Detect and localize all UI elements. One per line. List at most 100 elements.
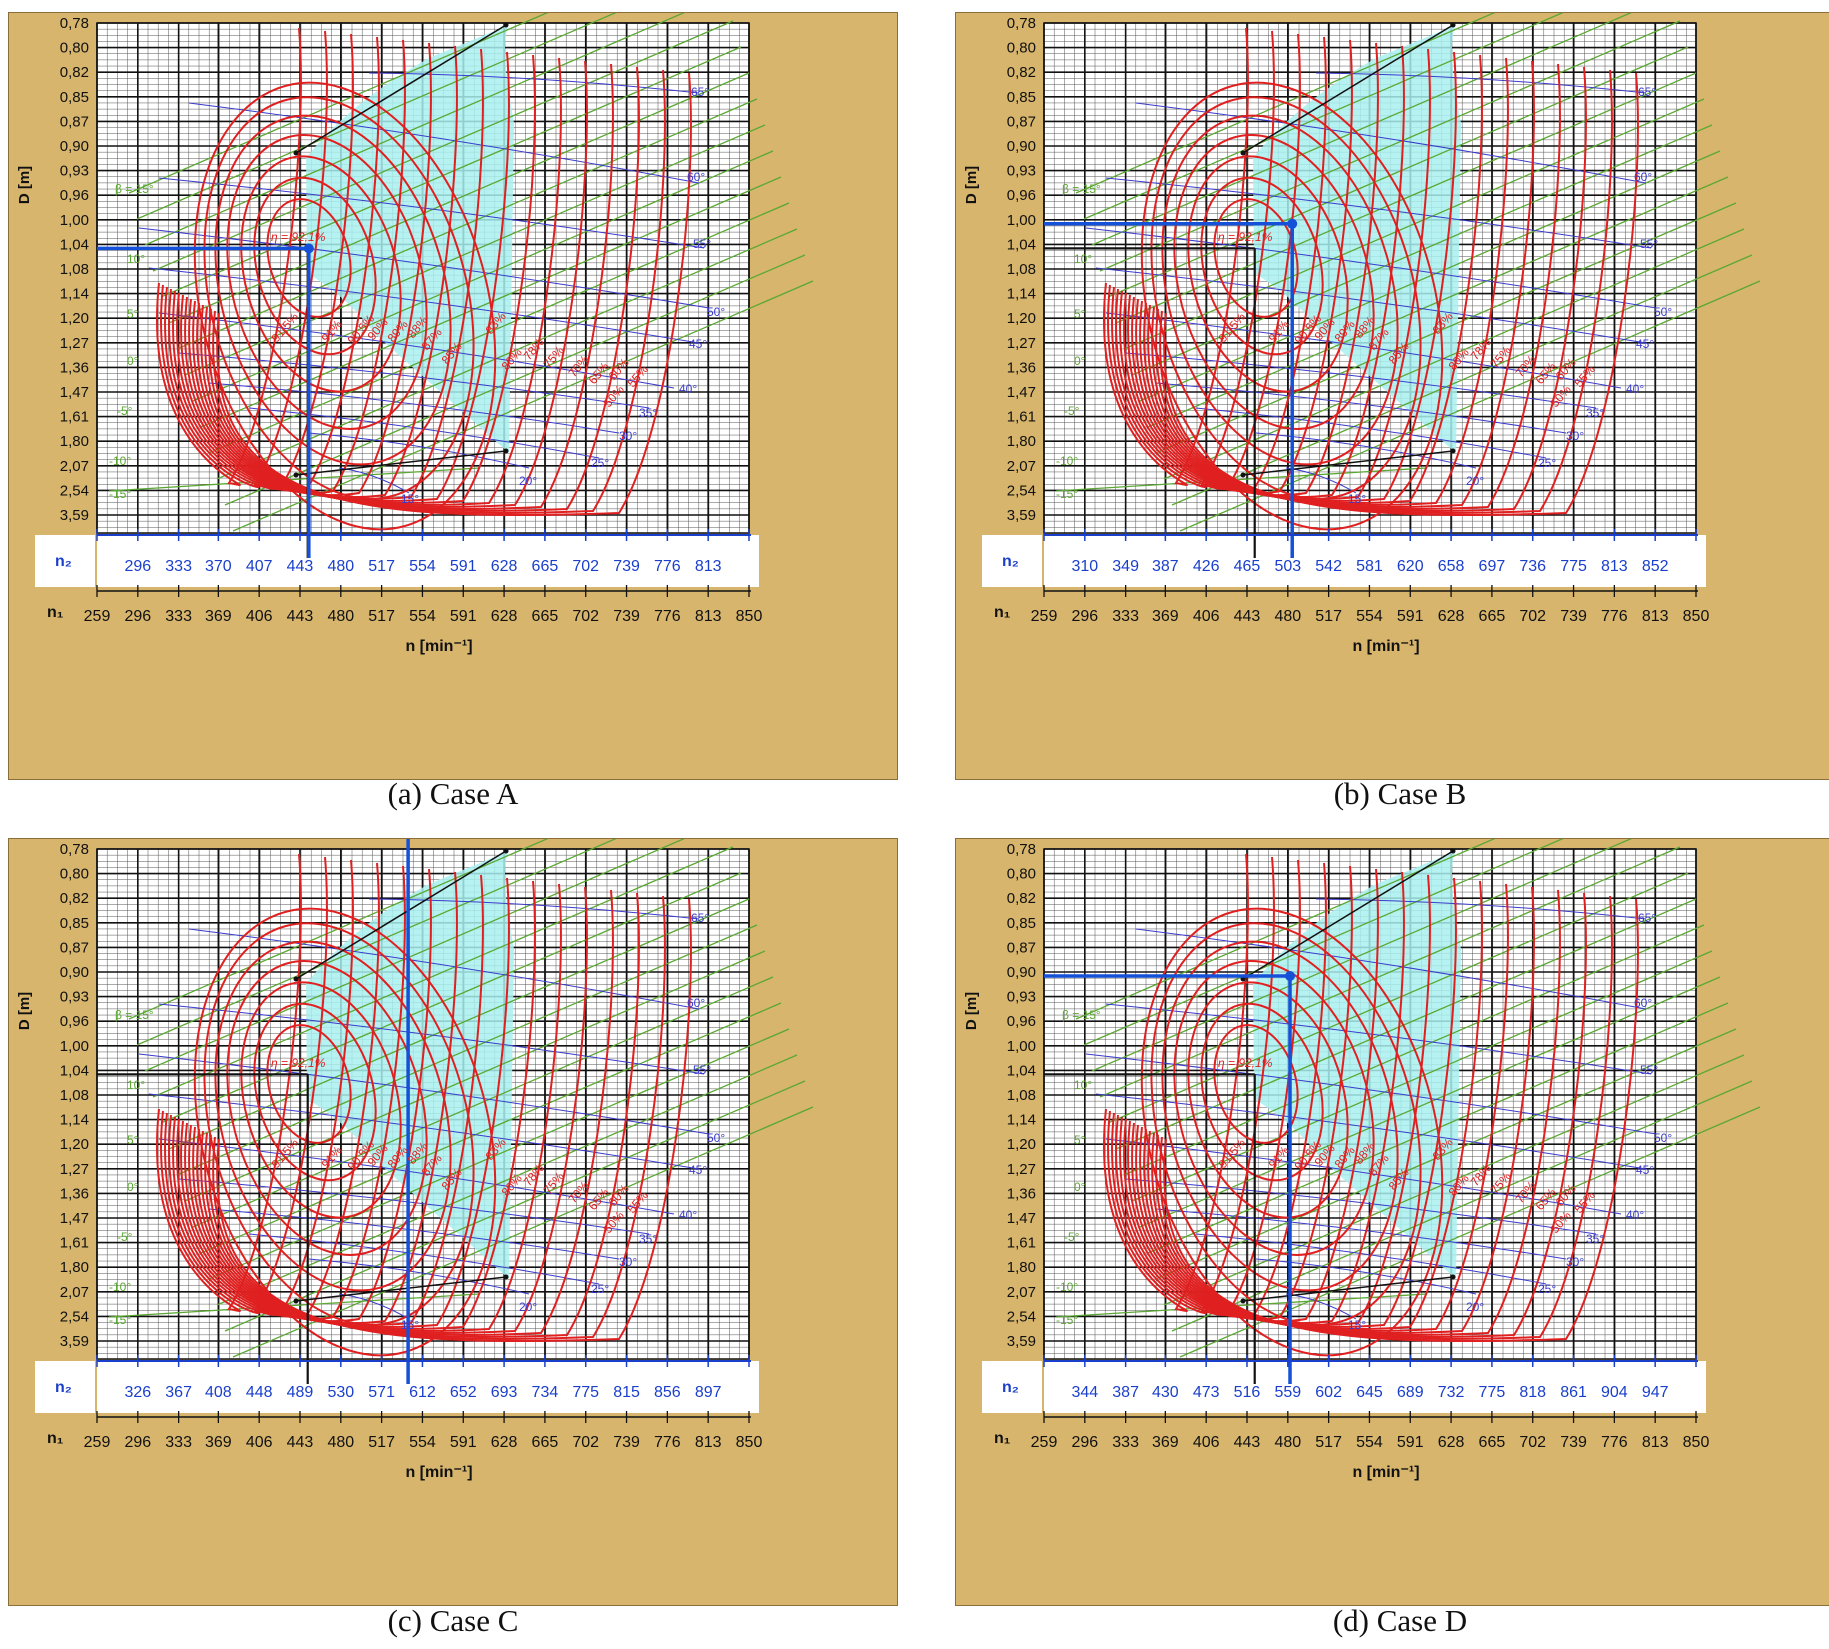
n2-tick-label: 554 xyxy=(409,558,436,575)
n1-tick-label: 259 xyxy=(1031,1434,1058,1451)
efficiency-curve xyxy=(1213,198,1299,318)
d-tick-label: 0,78 xyxy=(60,841,89,858)
efficiency-curve xyxy=(214,940,452,1292)
efficiency-curves xyxy=(1103,27,1639,531)
efficiency-curve xyxy=(1163,898,1639,1343)
setting-line xyxy=(1095,1093,1647,1170)
efficiency-curve xyxy=(1131,874,1431,1327)
efficiency-curve xyxy=(156,27,302,487)
n2-tick-label: 387 xyxy=(1112,1384,1139,1401)
n2-tick-label: 620 xyxy=(1397,558,1424,575)
d-tick-label: 1,14 xyxy=(1007,1112,1036,1129)
n1-tick-label: 813 xyxy=(695,608,722,625)
chart-panel-a: 91,5% 91% 90,5% 90% 89% 88% 87% 85% 83% 80% 78% 75%… xyxy=(8,12,898,780)
range-point xyxy=(1240,472,1246,478)
n1-tick-label: 333 xyxy=(1112,1434,1139,1451)
blade-angle-label: -15° xyxy=(1056,487,1078,501)
d-tick-label: 1,27 xyxy=(1007,1161,1036,1178)
caption-c: (c) Case C xyxy=(387,1603,519,1638)
blade-angle-line xyxy=(1131,124,1713,376)
blade-angle-label: β = 15° xyxy=(1062,182,1101,196)
efficiency-curve xyxy=(1159,895,1613,1341)
blade-angle-label: -5° xyxy=(1064,1230,1080,1244)
n2-tick-label: 665 xyxy=(532,558,559,575)
n1-tick-label: 739 xyxy=(1560,1434,1587,1451)
efficiency-curve xyxy=(216,72,692,517)
d-tick-label: 0,82 xyxy=(60,890,89,907)
n2-tick-label: 612 xyxy=(409,1384,436,1401)
efficiency-curve xyxy=(1119,865,1353,1321)
d-tick-label: 1,36 xyxy=(60,1185,89,1202)
n1-tick-label: 333 xyxy=(165,1434,192,1451)
n1-axis-label: n₁ xyxy=(47,1430,64,1447)
d-tick-label: 1,14 xyxy=(1007,286,1036,303)
n1-tick-label: 554 xyxy=(409,608,436,625)
setting-line xyxy=(1105,177,1652,249)
x-axis-label: n [min⁻¹] xyxy=(1352,1464,1419,1481)
d-tick-label: 2,07 xyxy=(1007,1284,1036,1301)
n2-tick-label: 652 xyxy=(450,1384,477,1401)
efficiency-curve xyxy=(188,877,510,1329)
n1-tick-label: 443 xyxy=(287,608,314,625)
efficiency-curve xyxy=(1123,868,1379,1323)
range-point xyxy=(293,976,299,982)
d-tick-label: 1,04 xyxy=(1007,236,1036,253)
y-axis-label: D [m] xyxy=(963,166,980,204)
setting-label: 35° xyxy=(1586,1232,1604,1246)
peak-efficiency-label: η = 92,1% xyxy=(271,230,326,244)
setting-label: 55° xyxy=(1640,237,1658,251)
n2-axis-label: n₂ xyxy=(1002,1379,1019,1396)
efficiency-curve xyxy=(1151,63,1561,511)
d-tick-label: 1,14 xyxy=(60,1112,89,1129)
n1-tick-label: 406 xyxy=(246,1434,273,1451)
efficiency-curve xyxy=(1213,1024,1299,1144)
range-lines xyxy=(1044,850,1454,1384)
range-line-top xyxy=(295,24,507,154)
d-tick-label: 0,96 xyxy=(60,1013,89,1030)
d-tick-label: 1,00 xyxy=(1007,212,1036,229)
efficiency-curve xyxy=(1115,862,1327,1318)
d-tick-label: 1,08 xyxy=(60,261,89,278)
d-tick-label: 1,08 xyxy=(1007,261,1036,278)
efficiency-curve xyxy=(184,48,484,501)
blade-angle-label: 5° xyxy=(1074,1133,1086,1147)
n1-tick-label: 850 xyxy=(736,608,763,625)
n2-tick-label: 856 xyxy=(654,1384,681,1401)
n1-tick-label: 296 xyxy=(1071,1434,1098,1451)
setting-label: 50° xyxy=(707,1131,725,1145)
setting-line xyxy=(308,1258,530,1295)
efficiency-curve xyxy=(1139,54,1483,505)
setting-label: 30° xyxy=(1566,1255,1584,1269)
d-tick-label: 1,20 xyxy=(60,310,89,327)
blade-angle-label: 5° xyxy=(1074,307,1086,321)
efficiency-curve xyxy=(1159,69,1613,515)
setting-label: 25° xyxy=(1538,1282,1556,1296)
blade-angle-label: -15° xyxy=(109,487,131,501)
efficiency-curve xyxy=(180,871,458,1325)
blade-angle-line xyxy=(108,467,480,492)
d-tick-label: 1,08 xyxy=(60,1087,89,1104)
d-tick-label: 2,07 xyxy=(60,458,89,475)
n2-label-box xyxy=(982,1361,1042,1413)
efficiency-curve xyxy=(156,853,302,1313)
blade-angle-line xyxy=(1131,950,1713,1202)
d-tick-label: 0,90 xyxy=(1007,964,1036,981)
setting-line xyxy=(1105,312,1622,389)
range-point xyxy=(1240,150,1246,156)
d-tick-label: 1,47 xyxy=(1007,384,1036,401)
peak-efficiency-label: η = 92,1% xyxy=(1218,230,1273,244)
d-tick-label: 1,80 xyxy=(60,433,89,450)
n1-tick-label: 369 xyxy=(205,1434,232,1451)
efficiency-curve xyxy=(208,66,640,513)
n2-tick-label: 732 xyxy=(1438,1384,1465,1401)
n1-tick-label: 554 xyxy=(1356,608,1383,625)
n2-tick-label: 542 xyxy=(1315,558,1342,575)
setting-label: 65° xyxy=(691,85,709,99)
range-point xyxy=(1450,448,1456,454)
d-tick-label: 0,80 xyxy=(60,866,89,883)
n2-tick-label: 591 xyxy=(450,558,477,575)
n2-tick-label: 310 xyxy=(1071,558,1098,575)
n2-tick-label: 344 xyxy=(1071,1384,1098,1401)
setting-label: 35° xyxy=(639,1232,657,1246)
setting-label: 40° xyxy=(1626,382,1644,396)
